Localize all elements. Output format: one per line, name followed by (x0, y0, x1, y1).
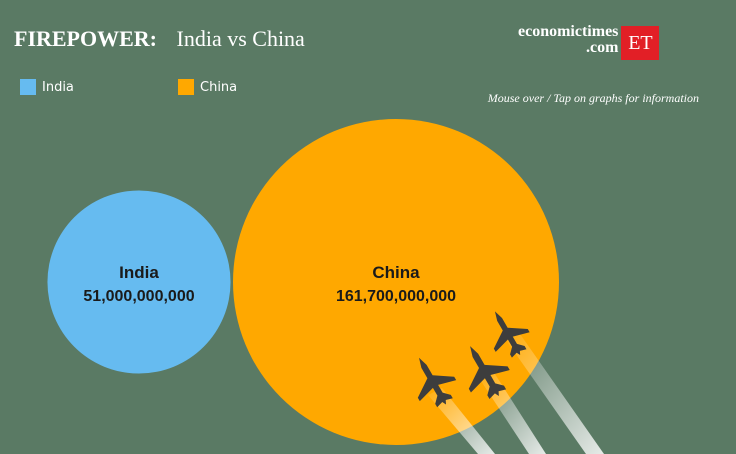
bubble-india[interactable] (47, 190, 231, 374)
legend-item-china[interactable]: China (178, 77, 237, 97)
chart-title: FIREPOWER: India vs China (14, 26, 305, 52)
interaction-hint: Mouse over / Tap on graphs for informati… (487, 91, 699, 105)
logo-badge: ET (621, 26, 660, 60)
bubble-china[interactable] (233, 119, 559, 445)
bubble-value-india: 51,000,000,000 (83, 288, 194, 305)
bubble-value-china: 161,700,000,000 (336, 288, 456, 305)
bubble-label-china: China (372, 263, 420, 282)
bubble-label-india: India (119, 263, 159, 282)
economictimes-logo[interactable]: economictimes .com ET (518, 23, 660, 60)
legend-label-india: India (42, 79, 74, 95)
title-bold: FIREPOWER: (14, 26, 157, 51)
logo-wordmark: economictimes .com (518, 23, 619, 56)
legend-label-china: China (200, 79, 238, 95)
title-rest: India vs China (176, 26, 305, 51)
legend-swatch-india (20, 79, 36, 95)
legend-item-india[interactable]: India (20, 77, 74, 97)
legend-swatch-china (178, 79, 194, 95)
